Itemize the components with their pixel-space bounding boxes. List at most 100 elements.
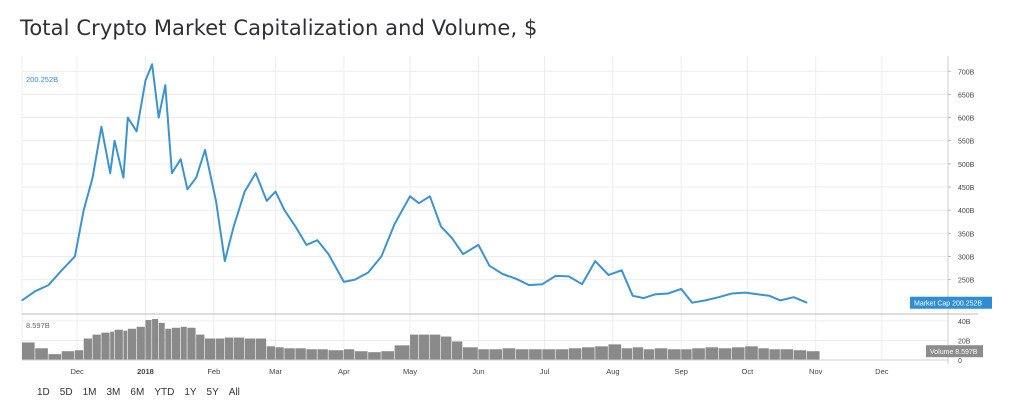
market-cap-point <box>305 244 308 246</box>
x-tick-label: Jul <box>540 367 550 376</box>
market-cap-point <box>541 283 543 285</box>
grid-layer <box>21 56 948 360</box>
y-tick-label: 500B <box>958 162 975 169</box>
market-cap-point <box>380 255 382 258</box>
volume-bar <box>317 349 328 360</box>
market-cap-point <box>451 237 453 239</box>
volume-bar <box>780 349 794 360</box>
x-tick-label: Sep <box>675 367 688 376</box>
market-cap-point <box>502 273 504 275</box>
market-cap-point <box>283 209 285 211</box>
volume-bar <box>692 348 705 360</box>
volume-tick-label: 40B <box>958 319 971 326</box>
market-cap-point <box>294 225 296 227</box>
market-cap-point <box>316 239 319 241</box>
market-cap-point <box>691 302 693 304</box>
market-cap-line <box>21 63 808 304</box>
market-cap-point <box>621 269 623 271</box>
market-cap-point <box>274 191 277 193</box>
market-cap-point <box>186 188 188 190</box>
market-cap-point <box>100 126 102 128</box>
market-cap-point <box>568 275 570 277</box>
volume-bar <box>555 349 569 360</box>
market-cap-point <box>704 299 707 302</box>
volume-bar <box>440 336 452 360</box>
y-tick-label: 700B <box>958 69 975 76</box>
market-cap-point <box>440 225 442 227</box>
volume-bar <box>165 328 172 360</box>
volume-bar <box>127 328 137 360</box>
volume-bar <box>542 349 555 360</box>
market-cap-point <box>114 140 116 142</box>
range-button-1m[interactable]: 1M <box>82 387 97 398</box>
volume-bar <box>478 349 489 360</box>
range-button-ytd[interactable]: YTD <box>154 387 175 398</box>
range-button-6m[interactable]: 6M <box>130 387 145 398</box>
market-cap-point <box>528 284 530 286</box>
axis-layer: Dec 2018 Feb Mar Apr May Jun Jul Aug Sep Oct Nov Dec… <box>22 56 978 376</box>
volume-tick-label: 0 <box>958 358 962 365</box>
market-cap-point <box>21 299 23 302</box>
volume-bar <box>244 338 256 360</box>
range-button-5y[interactable]: 5Y <box>206 387 219 398</box>
volume-bar <box>266 346 275 360</box>
market-cap-point <box>91 177 94 179</box>
volume-bar <box>621 348 633 360</box>
range-button-5d[interactable]: 5D <box>59 387 73 398</box>
volume-bar <box>196 334 205 360</box>
market-cap-point <box>643 297 645 299</box>
volume-bar <box>793 350 807 360</box>
market-cap-point <box>224 260 226 262</box>
market-cap-point <box>233 225 235 227</box>
volume-bar <box>306 349 317 360</box>
range-button-1y[interactable]: 1Y <box>184 387 197 398</box>
x-tick-label: Dec <box>875 367 889 376</box>
volume-bar <box>83 338 92 360</box>
market-cap-value-tag-text: Market Cap 200.252B <box>914 301 982 308</box>
market-cap-value-tag <box>910 296 992 309</box>
volume-bar <box>61 351 75 360</box>
market-cap-point <box>164 84 166 86</box>
volume-bar <box>705 347 719 360</box>
market-cap-point <box>367 272 369 274</box>
market-cap-point <box>266 200 268 202</box>
market-cap-point <box>757 293 759 296</box>
market-cap-point <box>158 116 160 119</box>
market-cap-point <box>418 202 420 204</box>
x-tick-label: Feb <box>207 367 220 376</box>
market-cap-point <box>151 63 153 65</box>
volume-bar <box>152 318 159 360</box>
volume-bar <box>681 349 692 360</box>
market-cap-point <box>488 265 491 267</box>
market-cap-point <box>718 296 720 298</box>
volume-bar <box>110 331 114 360</box>
market-cap-point <box>171 172 173 174</box>
range-button-3m[interactable]: 3M <box>106 387 121 398</box>
volume-bar <box>758 348 769 360</box>
volume-bar <box>568 348 582 360</box>
volume-bar <box>394 345 410 360</box>
market-cap-point <box>34 290 36 292</box>
chart-title: Total Crypto Market Capitalization and V… <box>20 16 538 40</box>
y-tick-label: 550B <box>958 139 975 146</box>
market-cap-point <box>581 283 583 285</box>
market-cap-point <box>731 292 733 295</box>
volume-value-tag-text: Volume 8.597B <box>930 349 978 356</box>
volume-bar <box>187 327 196 360</box>
volume-bar <box>216 338 225 360</box>
x-tick-label: Dec <box>70 367 84 376</box>
volume-bar <box>489 349 503 360</box>
volume-bar <box>136 326 145 360</box>
market-cap-point <box>74 255 76 258</box>
market-cap-point <box>244 191 246 193</box>
range-button-1d[interactable]: 1D <box>37 387 50 398</box>
market-cap-point <box>204 149 206 151</box>
market-cap-point <box>806 302 808 304</box>
volume-bar <box>343 349 355 360</box>
range-button-all[interactable]: All <box>228 387 240 398</box>
volume-bar <box>462 347 478 360</box>
volume-bar <box>123 330 128 360</box>
market-cap-point <box>354 278 356 281</box>
